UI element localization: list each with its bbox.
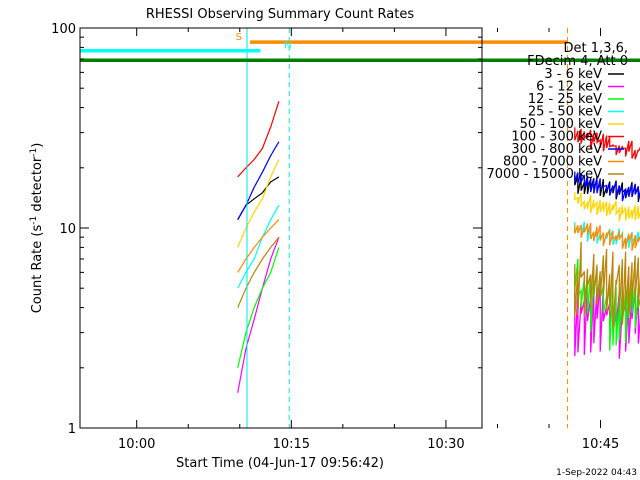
series-pre-25to50keV [237, 204, 280, 289]
legend-label-12to25keV: 12 - 25 keV [528, 92, 602, 107]
series-pre-300to800keV [237, 141, 280, 220]
y-axis-label-sup1: -1 [29, 216, 39, 225]
series-post-25to50keV [574, 221, 640, 249]
status-bar-label-s: S [236, 32, 242, 43]
legend-label-100to300keV: 100 - 300 keV [511, 130, 602, 145]
legend-label-300to800keV: 300 - 800 keV [511, 142, 602, 157]
series-pre-50to100keV [237, 159, 280, 248]
status-bar-label-n: N [284, 41, 291, 52]
chart-title: RHESSI Observing Summary Count Rates [146, 7, 415, 22]
y-tick-label-1: 10 [59, 222, 76, 237]
legend-label-6to12keV: 6 - 12 keV [536, 80, 602, 95]
series-post-300to800keV [574, 171, 640, 202]
y-axis-label-mid: detector [30, 156, 45, 216]
y-tick-label-2: 100 [51, 22, 76, 37]
series-post-800to7000keV [574, 222, 640, 251]
series-post-100to300keV [574, 127, 640, 160]
series-pre-100to300keV [237, 101, 280, 178]
legend-header-line2: FDecim 4, Att 0 [527, 54, 628, 69]
x-axis-label: Start Time (04-Jun-17 09:56:42) [176, 456, 384, 471]
legend-header-line1: Det 1,3,6, [564, 41, 628, 56]
x-tick-label-3: 10:45 [582, 437, 619, 452]
series-pre-7000to15000keV [237, 236, 280, 308]
series-post-7000to15000keV [574, 241, 640, 329]
legend-label-3to6keV: 3 - 6 keV [544, 67, 602, 82]
series-pre-800to7000keV [237, 219, 280, 273]
legend-label-800to7000keV: 800 - 7000 keV [503, 155, 602, 170]
legend-label-25to50keV: 25 - 50 keV [528, 105, 602, 120]
y-tick-label-0: 1 [68, 422, 76, 437]
y-axis-label-sup2: -1 [29, 148, 39, 157]
series-pre-6to12keV [237, 236, 280, 393]
series-pre-12to25keV [237, 247, 280, 368]
legend-label-7000to15000keV: 7000 - 15000 keV [487, 167, 603, 182]
x-tick-label-2: 10:30 [427, 437, 464, 452]
footer-timestamp: 1-Sep-2022 04:43 [556, 468, 637, 478]
legend-label-50to100keV: 50 - 100 keV [520, 117, 603, 132]
series-post-50to100keV [574, 192, 640, 222]
y-axis-label: Count Rate (s-1 detector-1) [29, 143, 45, 314]
plot-area: SNRD0RD610:0010:1510:3010:4511:0011:1511… [51, 22, 640, 452]
x-tick-label-1: 10:15 [273, 437, 310, 452]
x-tick-label-0: 10:00 [118, 437, 155, 452]
y-axis-label-end: ) [30, 143, 45, 148]
y-axis-label-main: Count Rate (s [30, 225, 45, 314]
